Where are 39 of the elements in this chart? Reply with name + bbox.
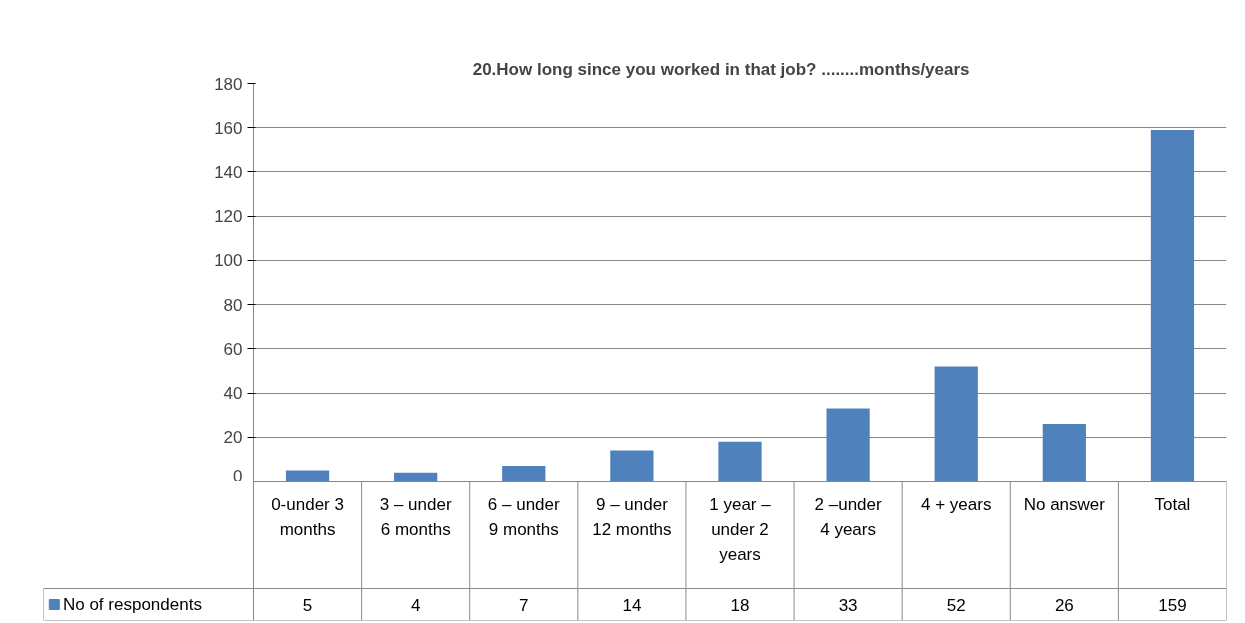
x-tick-label: 9 – under 12 months	[592, 495, 672, 540]
bar	[1150, 129, 1195, 481]
x-tick-label: 1 year – under 2 years	[709, 495, 772, 564]
bar	[610, 450, 654, 481]
y-tick-label: 0	[233, 466, 243, 486]
y-tick-label: 80	[223, 295, 243, 315]
bar	[1042, 424, 1086, 481]
legend-label: No of respondents	[62, 595, 202, 615]
x-tick-label: 3 – under 6 months	[379, 495, 452, 540]
data-label: 4	[410, 595, 421, 615]
x-tick-label: 2 –under 4 years	[814, 495, 883, 540]
y-tick-label: 180	[214, 74, 243, 94]
data-label: 33	[838, 595, 858, 615]
x-tick-label: No answer	[1023, 495, 1106, 515]
data-label: 18	[730, 595, 750, 615]
y-tick-label: 20	[223, 428, 243, 448]
y-tick-label: 40	[223, 384, 243, 404]
x-tick-label: 0-under 3 months	[271, 495, 344, 540]
bar	[285, 470, 330, 481]
data-label: 52	[946, 595, 966, 615]
y-tick-label: 160	[214, 118, 243, 138]
x-tick-label: Total	[1154, 495, 1191, 515]
bar	[502, 466, 546, 481]
chart-title: 20.How long since you worked in that job? ........months/years	[472, 59, 970, 79]
y-tick-label: 140	[214, 162, 243, 182]
x-tick-label: 4 + years	[921, 495, 992, 515]
y-tick-label: 60	[223, 339, 243, 359]
data-label: 26	[1054, 595, 1074, 615]
data-label: 14	[622, 595, 642, 615]
x-tick-label: 6 – under 9 months	[487, 495, 561, 540]
data-label: 5	[302, 595, 313, 615]
y-tick-label: 120	[214, 207, 243, 227]
data-label: 159	[1158, 595, 1187, 615]
bar	[826, 408, 870, 481]
data-label: 7	[519, 595, 529, 615]
bar	[718, 441, 762, 481]
y-tick-label: 100	[214, 251, 243, 271]
bar	[934, 366, 978, 481]
bar	[394, 472, 438, 481]
